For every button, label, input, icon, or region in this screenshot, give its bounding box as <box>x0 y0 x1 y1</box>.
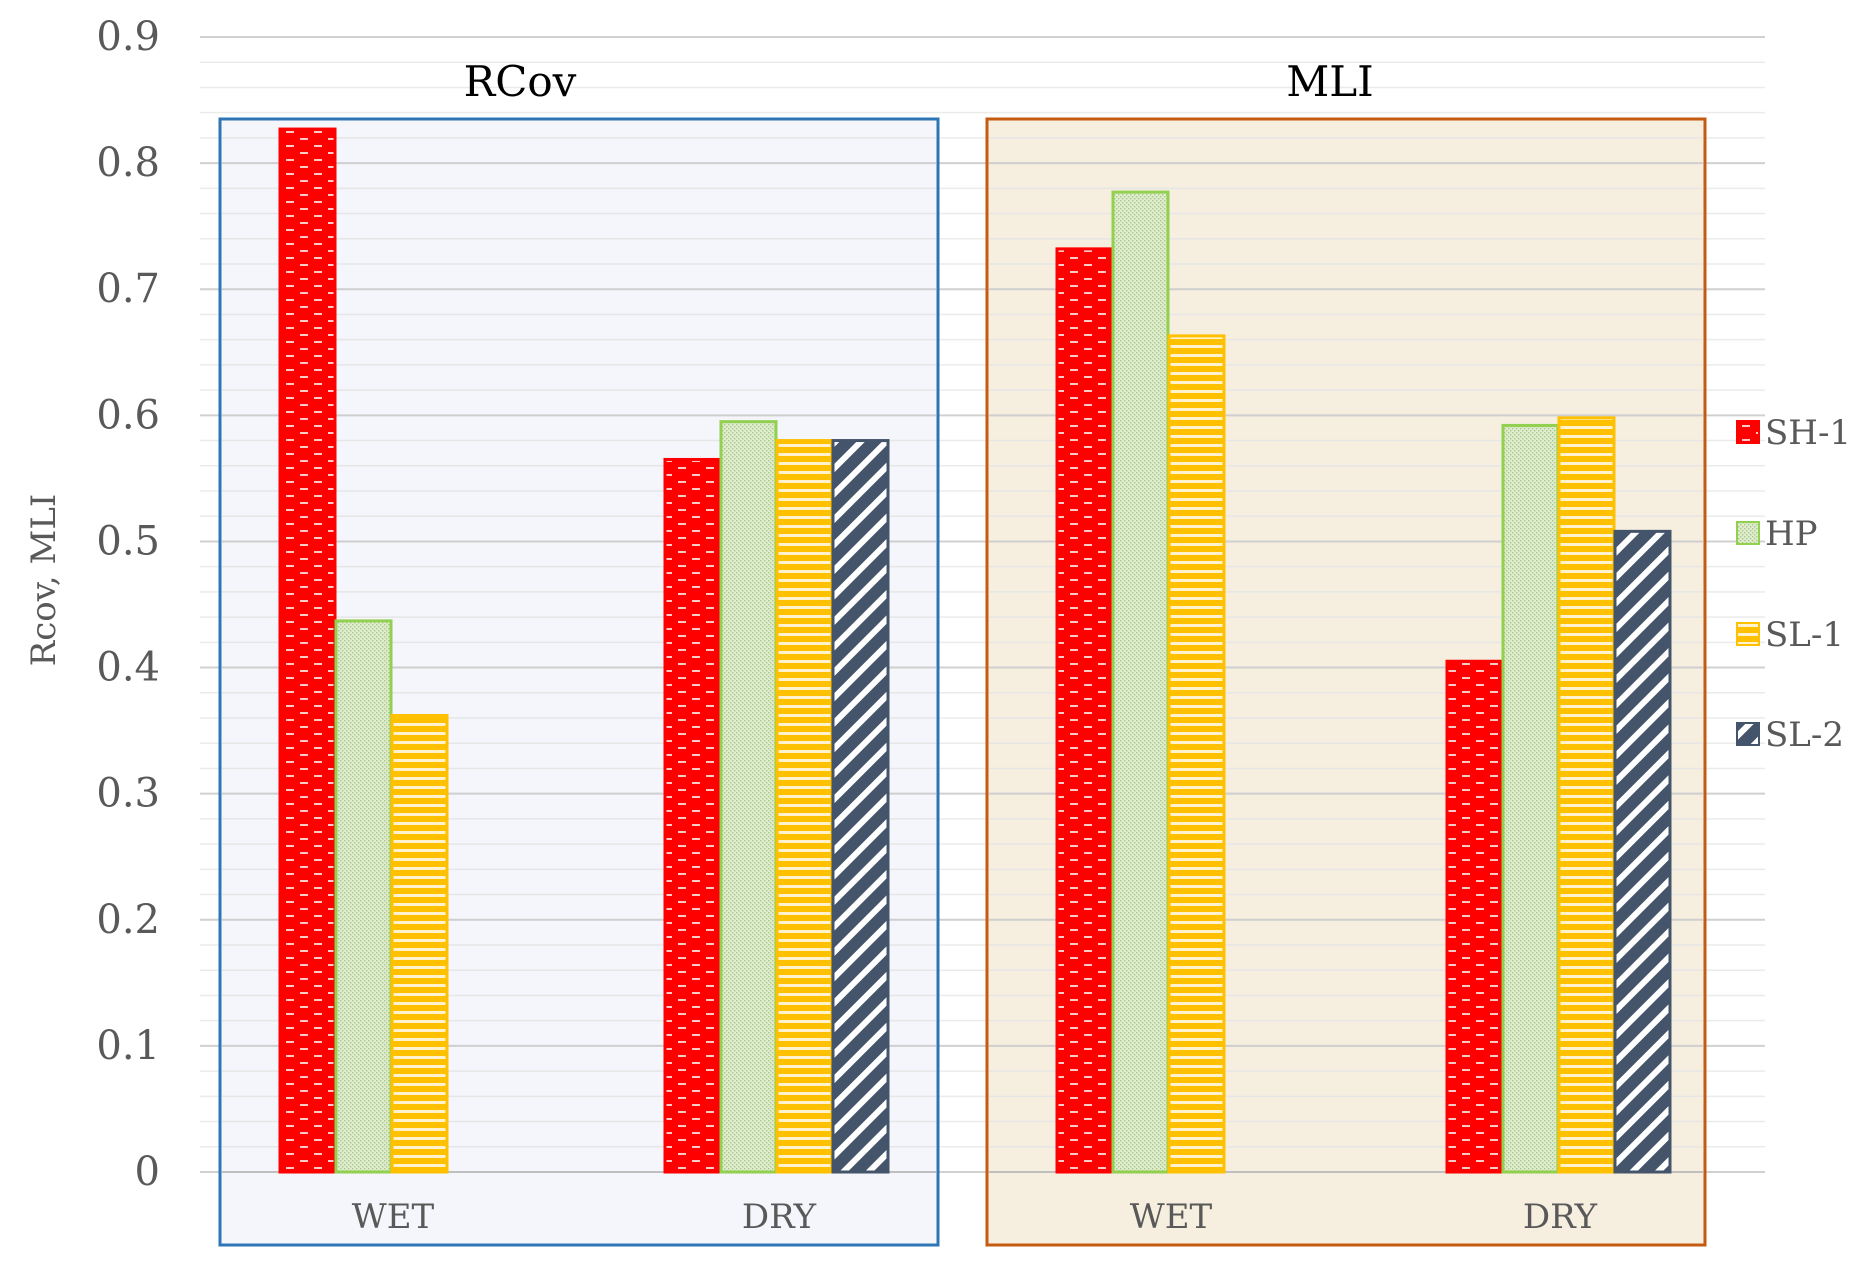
bar-rcov-wet-hp <box>334 619 393 1174</box>
legend-label-sh-1: SH-1 <box>1765 413 1851 453</box>
bar-rcov-dry-sh-1 <box>663 457 722 1174</box>
y-tick-label: 0.5 <box>96 518 160 564</box>
bar-mli-dry-sh-1 <box>1445 659 1504 1174</box>
bar-rcov-wet-sh-1 <box>278 127 337 1174</box>
category-label: WET <box>1130 1197 1213 1237</box>
legend-swatch-sl-1 <box>1736 622 1760 646</box>
category-label: DRY <box>1523 1197 1598 1237</box>
bar-rcov-dry-sl-2 <box>831 439 890 1174</box>
panel-title: RCov <box>464 57 577 106</box>
y-tick-label: 0.9 <box>96 14 160 60</box>
legend-label-hp: HP <box>1765 514 1818 554</box>
bar-rcov-dry-sl-1 <box>775 439 834 1174</box>
bar-mli-wet-sl-1 <box>1167 334 1226 1174</box>
y-axis-ticks: 0 0.1 0.2 0.3 0.4 0.5 0.6 0.7 0.8 0.9 <box>96 14 160 1195</box>
legend-swatch-sh-1 <box>1736 420 1760 444</box>
bar-mli-wet-hp <box>1111 190 1170 1174</box>
category-label: DRY <box>742 1197 817 1237</box>
legend-label-sl-1: SL-1 <box>1765 615 1844 655</box>
y-axis-title: Rcov, MLI <box>24 494 64 667</box>
y-tick-label: 0.4 <box>96 645 160 691</box>
bar-rcov-wet-sl-1 <box>390 713 449 1174</box>
y-tick-label: 0.3 <box>96 771 160 817</box>
legend-swatch-hp <box>1736 521 1760 545</box>
bar-mli-dry-sl-2 <box>1613 529 1672 1174</box>
legend-swatch-sl-2 <box>1736 722 1760 746</box>
bar-mli-dry-sl-1 <box>1557 416 1616 1174</box>
bars <box>278 127 1672 1174</box>
y-tick-label: 0.2 <box>96 897 160 943</box>
y-tick-label: 0 <box>135 1149 160 1195</box>
legend-label-sl-2: SL-2 <box>1765 715 1844 755</box>
y-tick-label: 0.6 <box>96 392 160 438</box>
bar-mli-dry-hp <box>1501 423 1560 1174</box>
category-label: WET <box>352 1197 435 1237</box>
category-labels: WET DRY WET DRY <box>352 1197 1598 1237</box>
y-tick-label: 0.8 <box>96 140 160 186</box>
legend: SH-1 HP SL-1 SL-2 <box>1736 413 1851 755</box>
bar-mli-wet-sh-1 <box>1055 247 1114 1174</box>
y-tick-label: 0.7 <box>96 266 160 312</box>
bar-rcov-dry-hp <box>719 420 778 1174</box>
panel-title: MLI <box>1286 57 1374 106</box>
y-tick-label: 0.1 <box>96 1023 160 1069</box>
